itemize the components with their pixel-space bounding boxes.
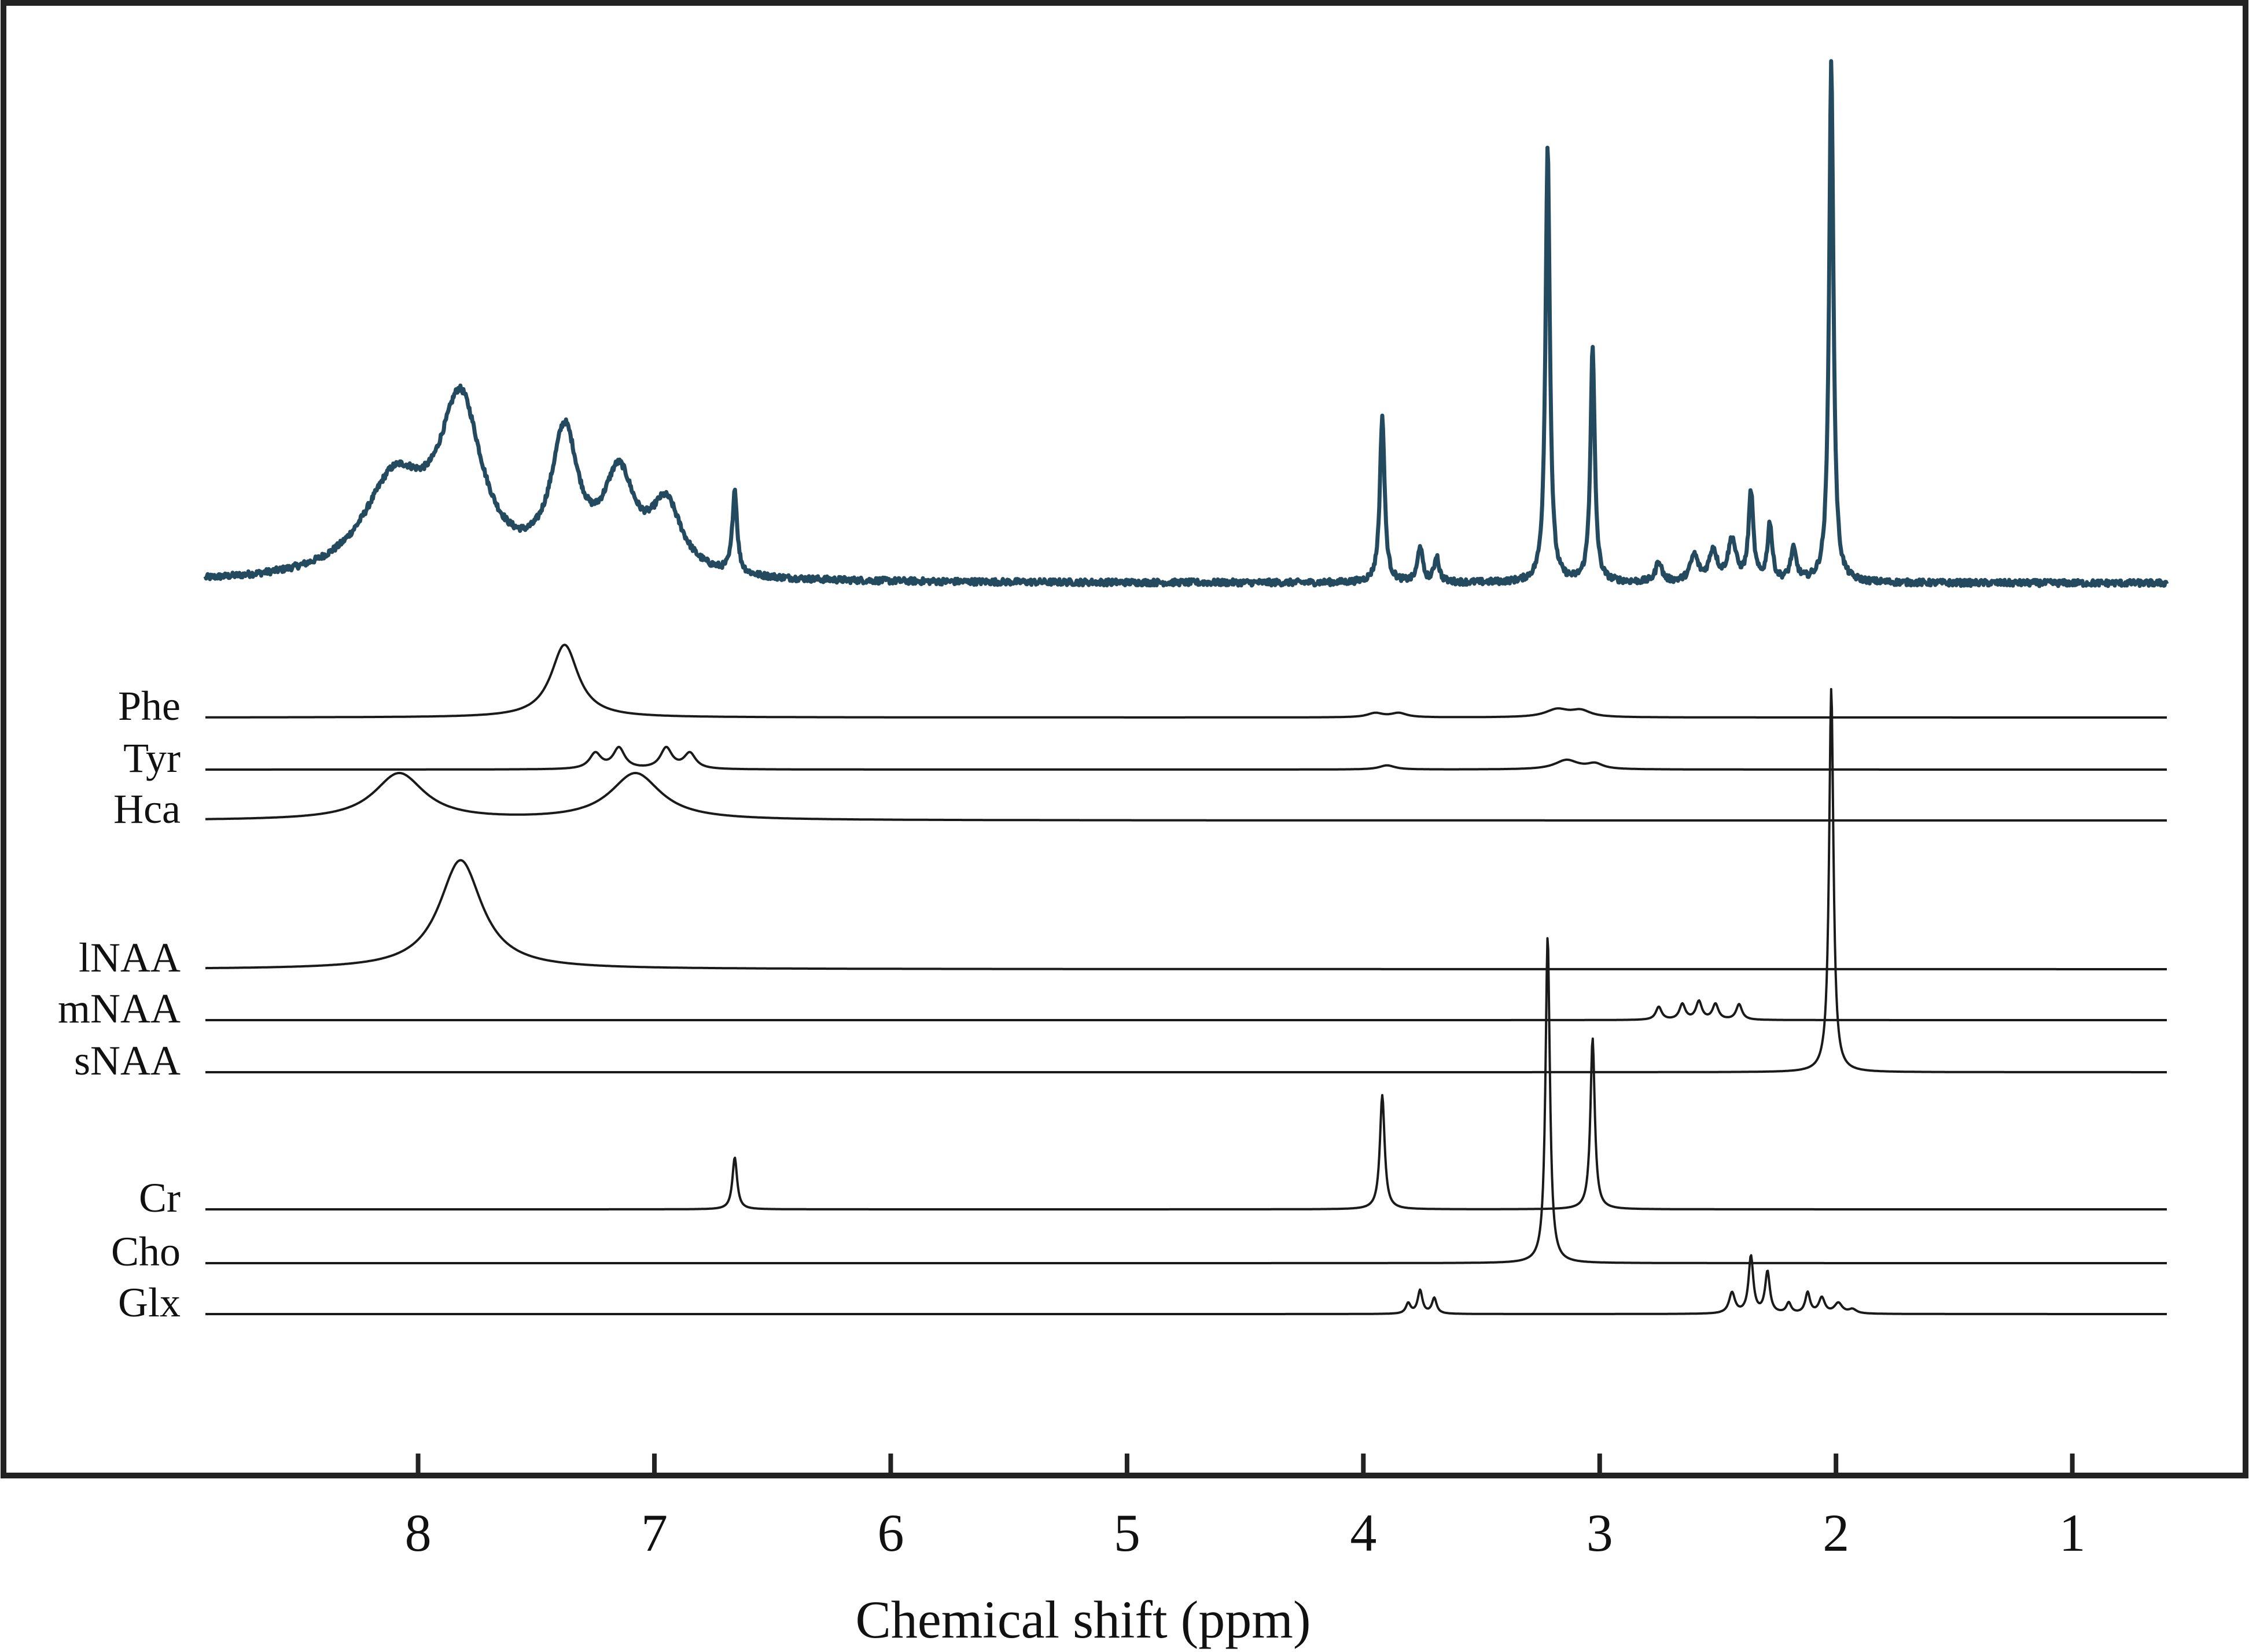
series-line-cho (205, 937, 2167, 1264)
x-tick-label: 5 (1114, 1503, 1140, 1562)
series-label-lnaa: lNAA (79, 934, 181, 981)
series-label-glx: Glx (118, 1279, 181, 1326)
measured-spectrum-line (203, 59, 2169, 588)
x-tick-label: 3 (1587, 1503, 1613, 1562)
spectrum-traces (203, 59, 2169, 1315)
x-tick-label: 8 (405, 1503, 432, 1562)
series-line-mnaa (205, 999, 2167, 1021)
series-line-tyr (205, 745, 2167, 771)
x-tick-label: 2 (1823, 1503, 1849, 1562)
series-line-phe (205, 643, 2167, 719)
series-label-tyr: Tyr (123, 735, 181, 781)
series-label-phe: Phe (118, 683, 181, 729)
series-line-snaa (205, 688, 2167, 1073)
series-line-cr (205, 1037, 2167, 1211)
series-label-cr: Cr (139, 1175, 181, 1221)
x-tick-label: 7 (641, 1503, 668, 1562)
series-label-mnaa: mNAA (58, 985, 181, 1032)
x-tick-label: 4 (1350, 1503, 1376, 1562)
series-line-glx (205, 1254, 2167, 1315)
x-axis-ticks: 8 7 6 5 4 3 2 1 (405, 1454, 2086, 1562)
series-line-hca (205, 771, 2167, 822)
series-label-snaa: sNAA (74, 1037, 181, 1084)
series-label-cho: Cho (111, 1228, 181, 1275)
x-tick-label: 1 (2059, 1503, 2086, 1562)
plot-frame (1, 0, 2248, 1478)
x-axis-title: Chemical shift (ppm) (856, 1590, 1311, 1649)
series-line-lnaa (205, 859, 2167, 970)
series-label-hca: Hca (113, 786, 181, 832)
x-tick-label: 6 (877, 1503, 904, 1562)
